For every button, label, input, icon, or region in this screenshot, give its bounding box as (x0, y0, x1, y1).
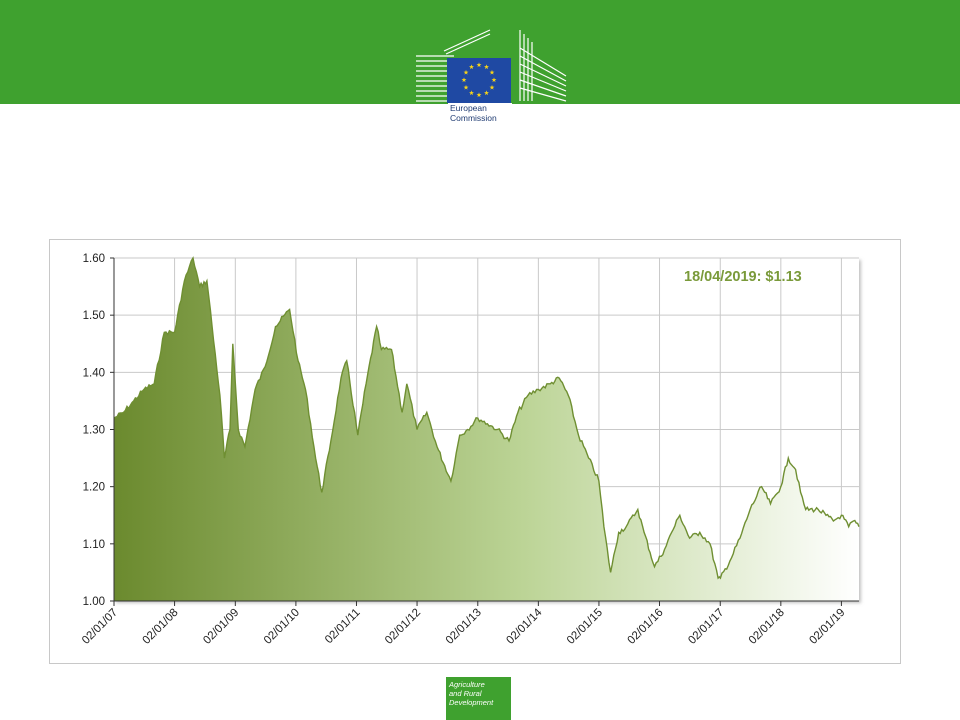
star-icon (476, 62, 482, 68)
star-icon (469, 90, 474, 96)
series-line (113, 256, 860, 580)
star-icon (491, 77, 497, 83)
y-tick-label: 1.00 (83, 596, 105, 608)
agri-badge: Agriculture and Rural Development (446, 677, 511, 720)
x-tick-labels: 02/01/07 02/01/08 02/01/09 02/01/10 02/01/11… (80, 606, 848, 647)
star-icon (469, 64, 474, 70)
logo-line-2: Commission (450, 113, 497, 123)
x-tick-label: 02/01/14 (504, 606, 545, 647)
y-tick-label: 1.10 (83, 539, 105, 551)
y-tick-label: 1.20 (83, 482, 105, 494)
eu-stars (461, 62, 497, 98)
y-tick-label: 1.40 (83, 367, 105, 379)
axes (110, 257, 859, 606)
latest-value-annotation: 18/04/2019: $1.13 (684, 269, 802, 285)
x-tick-label: 02/01/10 (262, 607, 302, 647)
x-tick-label: 02/01/11 (323, 607, 363, 647)
x-tick-label: 02/01/16 (625, 607, 665, 647)
x-tick-label: 02/01/08 (141, 607, 181, 647)
x-tick-label: 02/01/12 (383, 607, 423, 647)
badge-line-2: and Rural (449, 689, 482, 698)
x-tick-label: 02/01/07 (80, 607, 120, 647)
star-icon (463, 69, 469, 75)
x-tick-label: 02/01/19 (807, 607, 847, 647)
x-tick-label: 02/01/09 (201, 607, 241, 647)
star-icon (489, 69, 495, 75)
x-tick-label: 02/01/17 (686, 607, 726, 647)
logo-building-lines-right (519, 30, 567, 102)
logo-line-1: European (450, 103, 487, 113)
y-tick-label: 1.30 (83, 425, 105, 437)
x-tick-label: 02/01/13 (444, 607, 484, 647)
y-tick-labels: 1.00 1.10 1.20 1.30 1.40 1.50 1.60 (83, 253, 105, 608)
series-area (114, 258, 859, 601)
x-tick-label: 02/01/15 (565, 607, 605, 647)
badge-line-1: Agriculture (449, 680, 485, 689)
star-icon (489, 84, 495, 90)
star-icon (484, 64, 489, 70)
ec-logo-text: European Commission (448, 103, 512, 132)
x-tick-label: 02/01/18 (747, 607, 787, 647)
ec-logo (416, 29, 567, 103)
star-icon (476, 92, 482, 98)
y-tick-label: 1.50 (83, 310, 105, 322)
star-icon (461, 77, 467, 83)
y-tick-label: 1.60 (83, 253, 105, 265)
star-icon (463, 84, 469, 90)
badge-line-3: Development (449, 698, 494, 707)
star-icon (484, 90, 489, 96)
